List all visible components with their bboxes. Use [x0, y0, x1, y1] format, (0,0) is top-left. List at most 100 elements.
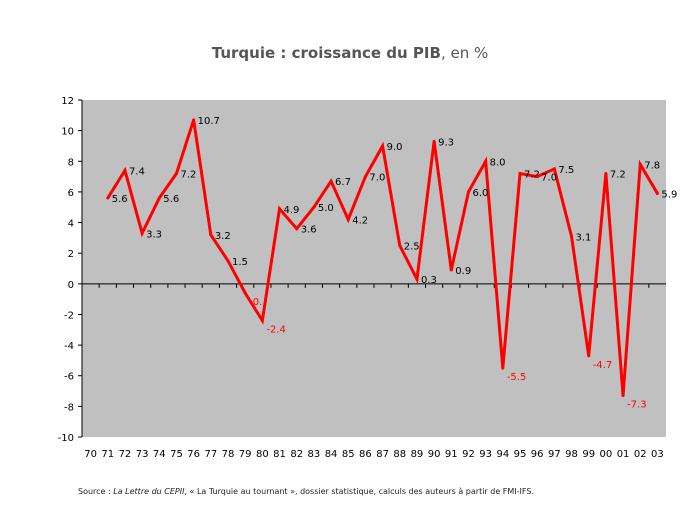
data-point: [278, 207, 282, 211]
y-tick-label: 4: [68, 219, 74, 230]
data-label: 7.0: [541, 173, 557, 184]
chart-title-rest: , en %: [440, 44, 489, 62]
x-tick-label: 90: [428, 449, 441, 460]
data-point: [501, 366, 505, 370]
y-tick-label: 12: [61, 96, 74, 107]
data-label: -2.4: [266, 325, 286, 336]
data-point: [449, 268, 453, 272]
data-point: [157, 196, 161, 200]
data-point: [346, 217, 350, 221]
y-tick-label: 6: [68, 188, 74, 199]
data-label: 0.3: [421, 275, 437, 286]
x-tick-label: 80: [256, 449, 269, 460]
data-point: [484, 159, 488, 163]
x-tick-label: 02: [634, 449, 647, 460]
x-tick-label: 03: [651, 449, 664, 460]
data-label: 10.7: [198, 116, 220, 127]
data-point: [518, 172, 522, 176]
data-point: [260, 319, 264, 323]
plot-area: [82, 100, 666, 437]
data-label: 7.8: [644, 160, 660, 171]
data-point: [604, 172, 608, 176]
data-point: [106, 196, 110, 200]
data-label: -5.5: [507, 372, 527, 383]
x-tick-label: 79: [239, 449, 252, 460]
y-tick-label: 0: [68, 280, 74, 291]
y-tick-label: 10: [61, 127, 74, 138]
x-tick-label: 94: [496, 449, 509, 460]
data-point: [192, 118, 196, 122]
data-point: [312, 205, 316, 209]
x-tick-label: 81: [273, 449, 286, 460]
data-point: [209, 233, 213, 237]
x-tick-label: 70: [84, 449, 97, 460]
data-point: [638, 162, 642, 166]
data-label: 3.3: [146, 229, 162, 240]
x-tick-label: 92: [462, 449, 475, 460]
data-point: [226, 259, 230, 263]
x-tick-label: 85: [342, 449, 355, 460]
data-label: 7.0: [369, 173, 385, 184]
data-point: [535, 175, 539, 179]
x-tick-label: 01: [617, 449, 630, 460]
data-label: 6.0: [472, 188, 488, 199]
data-label: 3.6: [301, 225, 317, 236]
x-tick-label: 96: [531, 449, 544, 460]
data-point: [621, 394, 625, 398]
x-tick-label: 93: [479, 449, 492, 460]
x-tick-label: 97: [548, 449, 561, 460]
x-tick-label: 89: [411, 449, 424, 460]
data-label: 0.9: [455, 266, 471, 277]
x-tick-label: 99: [582, 449, 595, 460]
data-label: 7.2: [180, 170, 196, 181]
x-tick-label: 72: [119, 449, 132, 460]
data-label: 8.0: [490, 157, 506, 168]
y-tick-label: -4: [64, 341, 74, 352]
data-point: [432, 139, 436, 143]
x-tick-label: 83: [308, 449, 321, 460]
data-label: -7.3: [627, 400, 647, 411]
source-note: Source : La Lettre du CEPII, « La Turqui…: [78, 487, 534, 496]
data-point: [243, 291, 247, 295]
data-point: [140, 231, 144, 235]
data-point: [381, 144, 385, 148]
x-tick-label: 87: [376, 449, 389, 460]
y-tick-label: -10: [58, 433, 74, 444]
x-tick-label: 86: [359, 449, 372, 460]
x-tick-label: 91: [445, 449, 458, 460]
x-tick-label: 78: [222, 449, 235, 460]
data-label: 3.2: [215, 231, 231, 242]
data-point: [398, 244, 402, 248]
source-details: , « La Turquie au tournant », dossier st…: [184, 487, 534, 496]
data-label: 3.1: [576, 232, 592, 243]
x-tick-label: 73: [136, 449, 149, 460]
data-label: 5.6: [112, 194, 128, 205]
x-tick-label: 00: [600, 449, 613, 460]
x-tick-label: 76: [187, 449, 200, 460]
data-label: 7.2: [610, 170, 626, 181]
data-label: 9.0: [387, 142, 403, 153]
y-tick-label: 2: [68, 249, 74, 260]
data-point: [363, 175, 367, 179]
data-point: [570, 234, 574, 238]
data-label: 5.6: [163, 194, 179, 205]
data-point: [552, 167, 556, 171]
data-point: [415, 277, 419, 281]
data-point: [466, 190, 470, 194]
chart-title-bold: Turquie : croissance du PIB: [211, 44, 441, 62]
data-point: [174, 172, 178, 176]
data-label: 6.7: [335, 177, 351, 188]
data-label: -0.: [249, 297, 262, 308]
source-publication: La Lettre du CEPII: [113, 487, 185, 496]
data-label: 7.2: [524, 170, 540, 181]
y-tick-label: 8: [68, 157, 74, 168]
x-tick-label: 88: [393, 449, 406, 460]
data-point: [587, 354, 591, 358]
data-label: -4.7: [593, 360, 613, 371]
y-tick-label: -2: [64, 310, 74, 321]
data-label: 9.3: [438, 137, 454, 148]
data-point: [329, 179, 333, 183]
source-prefix: Source :: [78, 487, 114, 496]
data-point: [295, 227, 299, 231]
